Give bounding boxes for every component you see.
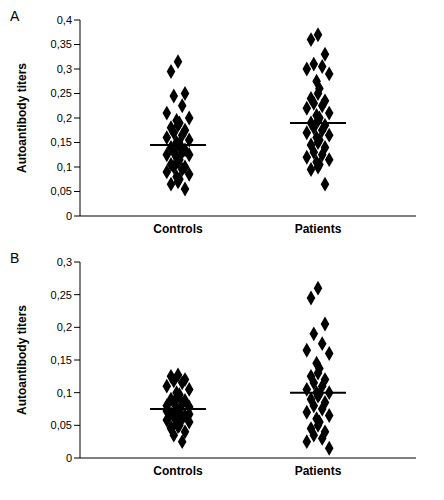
svg-text:0,25: 0,25 [51, 87, 72, 99]
svg-text:Controls: Controls [153, 222, 203, 236]
svg-text:0,25: 0,25 [51, 289, 72, 301]
svg-text:0,3: 0,3 [57, 63, 72, 75]
svg-text:0: 0 [66, 210, 72, 222]
svg-text:0,05: 0,05 [51, 419, 72, 431]
svg-text:0,15: 0,15 [51, 354, 72, 366]
svg-text:Controls: Controls [153, 464, 203, 478]
svg-text:Patients: Patients [295, 222, 342, 236]
svg-text:0,4: 0,4 [57, 14, 72, 26]
svg-text:0,1: 0,1 [57, 387, 72, 399]
svg-text:0: 0 [66, 452, 72, 464]
svg-text:0,2: 0,2 [57, 321, 72, 333]
svg-text:0,05: 0,05 [51, 185, 72, 197]
svg-text:Patients: Patients [295, 464, 342, 478]
svg-text:0,3: 0,3 [57, 256, 72, 268]
svg-text:0,2: 0,2 [57, 112, 72, 124]
svg-text:0,35: 0,35 [51, 38, 72, 50]
svg-text:Autoantibody titers: Autoantibody titers [15, 63, 29, 173]
html-text:B: B [10, 250, 20, 266]
svg-text:0,15: 0,15 [51, 136, 72, 148]
svg-text:0,1: 0,1 [57, 161, 72, 173]
svg-text:Autoantibody titers: Autoantibody titers [15, 305, 29, 415]
html-text:A: A [10, 8, 20, 24]
